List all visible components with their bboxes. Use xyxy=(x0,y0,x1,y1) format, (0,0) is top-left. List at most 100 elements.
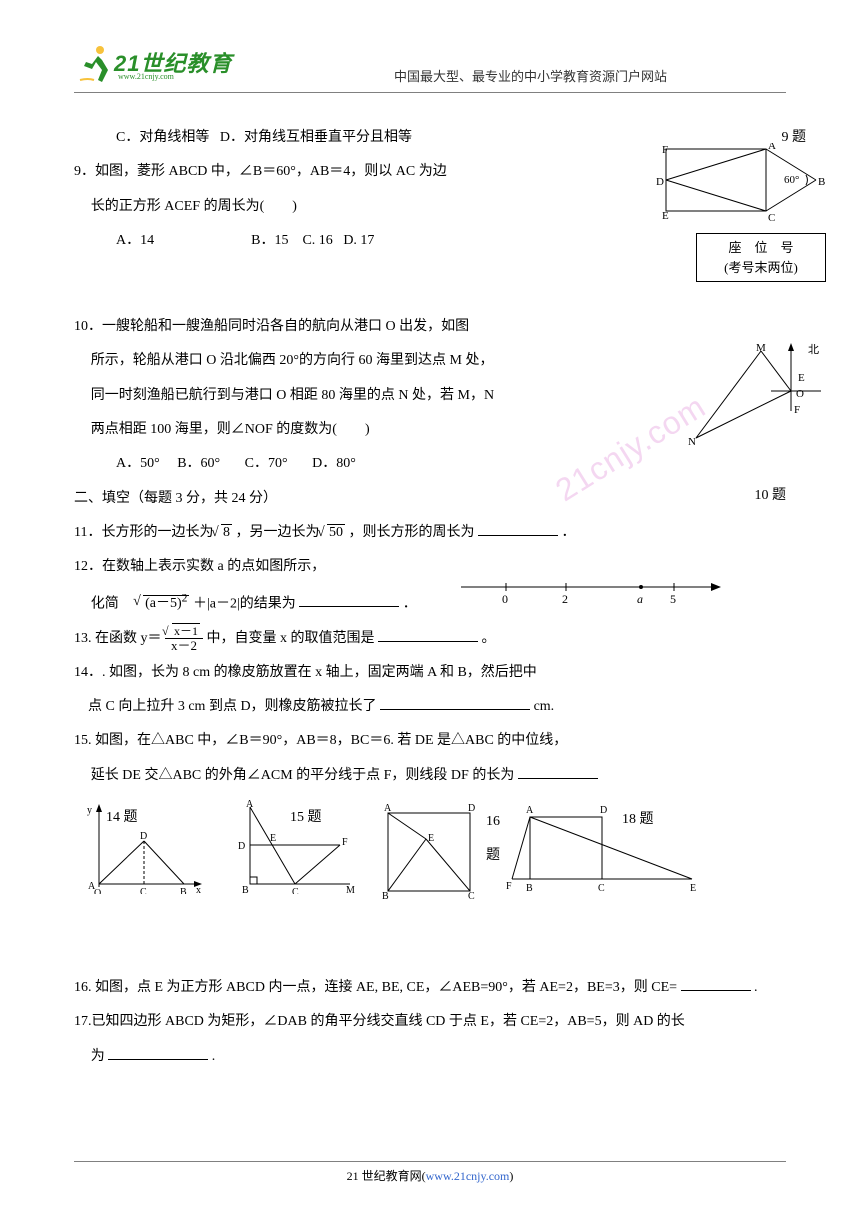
svg-text:M: M xyxy=(756,343,766,354)
q9-options: A．14 B．15 C. 16 D. 17 xyxy=(74,224,786,258)
q16-text: 16. 如图，点 E 为正方形 ABCD 内一点，连接 AE, BE, CE，∠… xyxy=(74,980,677,995)
q8-optC: C．对角线相等 xyxy=(116,130,209,145)
svg-text:F: F xyxy=(342,837,348,848)
q10-figure: M N O E F 北 xyxy=(676,343,826,463)
content: C．对角线相等 D．对角线互相垂直平分且相等 9 题 F A D B E C 6… xyxy=(74,121,786,1074)
footer-suffix: ) xyxy=(509,1169,513,1183)
svg-text:F: F xyxy=(506,881,512,892)
svg-text:B: B xyxy=(382,891,389,899)
svg-text:E: E xyxy=(690,883,696,894)
q12-b: 化简 xyxy=(91,596,119,611)
q15-b-line: 延长 DE 交△ABC 的外角∠ACM 的平分线于点 F，则线段 DF 的长为 xyxy=(74,759,786,793)
svg-text:D: D xyxy=(468,803,475,814)
svg-text:M: M xyxy=(346,885,355,894)
svg-text:E: E xyxy=(662,210,669,222)
svg-text:D: D xyxy=(140,831,147,842)
q9-figure: F A D B E C 60° xyxy=(656,143,826,223)
q9-optA: A．14 xyxy=(116,233,154,248)
q10-optA: A．50° xyxy=(116,456,160,471)
svg-text:C: C xyxy=(292,887,299,894)
q13-b: 中，自变量 x 的取值范围是 xyxy=(207,631,375,646)
q11-trail: ． xyxy=(561,525,575,540)
fig14-label: 14 题 xyxy=(106,801,138,835)
seat-number-box: 座 位 号 (考号末两位) xyxy=(696,233,826,282)
fig16: 16 题 A D E B C xyxy=(376,799,486,899)
q13-trail: 。 xyxy=(482,631,496,646)
svg-text:B: B xyxy=(526,883,533,894)
sqrt-a5: (a－5)2 xyxy=(122,585,189,622)
q11-blank xyxy=(478,522,558,536)
q13: 13. 在函数 y＝ x－1 x－2 中，自变量 x 的取值范围是 。 xyxy=(74,622,786,656)
seat-l2: (考号末两位) xyxy=(705,258,817,278)
q17-b-line: 为 . xyxy=(74,1040,786,1074)
q14-b-line: 点 C 向上拉升 3 cm 到点 D，则橡皮筋被拉长了 cm. xyxy=(74,690,786,724)
figures-row: 14 题 y x D A O C B 15 题 xyxy=(84,799,786,899)
footer-divider xyxy=(74,1161,786,1162)
svg-text:C: C xyxy=(598,883,605,894)
svg-text:C: C xyxy=(140,887,147,894)
q14-b: 点 C 向上拉升 3 cm 到点 D，则橡皮筋被拉长了 xyxy=(88,699,377,714)
svg-text:A: A xyxy=(384,803,392,814)
fig16-label: 16 题 xyxy=(486,805,500,874)
q9-optB: B．15 xyxy=(251,233,288,248)
svg-text:0: 0 xyxy=(502,592,508,606)
svg-text:60°: 60° xyxy=(784,174,799,186)
q14-a: 14．. 如图，长为 8 cm 的橡皮筋放置在 x 轴上，固定两端 A 和 B，… xyxy=(74,656,786,690)
seat-l1: 座 位 号 xyxy=(705,238,817,258)
q15-b: 延长 DE 交△ABC 的外角∠ACM 的平分线于点 F，则线段 DF 的长为 xyxy=(91,768,515,783)
footer: 21 世纪教育网(www.21cnjy.com) xyxy=(0,1167,860,1184)
svg-text:A: A xyxy=(526,805,534,816)
footer-url[interactable]: www.21cnjy.com xyxy=(426,1169,510,1183)
q10-optB: B．60° xyxy=(177,456,220,471)
svg-text:B: B xyxy=(180,887,187,894)
q15-blank xyxy=(518,765,598,779)
q12-c: ＋|a－2|的结果为 xyxy=(193,596,296,611)
svg-text:N: N xyxy=(688,436,696,448)
q17-trail: . xyxy=(212,1049,216,1064)
q10-a: 10．一艘轮船和一艘渔船同时沿各自的航向从港口 O 出发，如图 xyxy=(74,310,786,344)
svg-text:O: O xyxy=(94,888,101,894)
svg-text:E: E xyxy=(428,833,434,844)
q10-optD: D．80° xyxy=(312,456,356,471)
q17-b: 为 xyxy=(91,1049,105,1064)
header-divider xyxy=(74,92,786,93)
svg-text:B: B xyxy=(242,885,249,894)
header-row: 21世纪教育 www.21cnjy.com 中国最大型、最专业的中小学教育资源门… xyxy=(74,42,786,86)
svg-text:5: 5 xyxy=(670,592,676,606)
q12-trail: ． xyxy=(403,596,417,611)
sqrt-8: 8 xyxy=(217,516,232,550)
svg-text:a: a xyxy=(637,592,643,606)
svg-text:A: A xyxy=(246,799,254,810)
svg-text:北: 北 xyxy=(808,343,819,356)
svg-text:D: D xyxy=(656,176,664,188)
svg-text:E: E xyxy=(270,833,276,844)
logo: 21世纪教育 www.21cnjy.com xyxy=(74,42,274,86)
svg-text:O: O xyxy=(796,388,804,400)
logo-runner-icon xyxy=(78,44,110,84)
svg-text:2: 2 xyxy=(562,592,568,606)
q16: 16. 如图，点 E 为正方形 ABCD 内一点，连接 AE, BE, CE，∠… xyxy=(74,971,786,1005)
svg-text:D: D xyxy=(600,805,607,816)
footer-prefix: 21 世纪教育网( xyxy=(347,1169,426,1183)
svg-text:y: y xyxy=(87,805,92,816)
svg-text:E: E xyxy=(798,372,805,384)
logo-url: www.21cnjy.com xyxy=(118,72,174,81)
fig14: 14 题 y x D A O C B xyxy=(84,799,204,894)
q11-b: ，另一边长为 xyxy=(235,525,319,540)
svg-text:C: C xyxy=(468,891,475,899)
sqrt-50: 50 xyxy=(323,516,345,550)
q13-blank xyxy=(378,628,478,642)
svg-text:D: D xyxy=(238,841,245,852)
svg-text:x: x xyxy=(196,885,201,894)
svg-text:F: F xyxy=(794,404,800,416)
svg-text:C: C xyxy=(768,212,775,223)
q17-blank xyxy=(108,1046,208,1060)
q11-a: 11．长方形的一边长为 xyxy=(74,525,213,540)
q13-a: 13. 在函数 y＝ xyxy=(74,631,162,646)
q17-a: 17.已知四边形 ABCD 为矩形，∠DAB 的角平分线交直线 CD 于点 E，… xyxy=(74,1005,786,1039)
svg-text:F: F xyxy=(662,144,668,156)
q12-numberline: 0 2 a 5 xyxy=(456,573,726,609)
svg-text:A: A xyxy=(768,143,776,152)
q14-c: cm. xyxy=(534,699,555,714)
q14-blank xyxy=(380,696,530,710)
